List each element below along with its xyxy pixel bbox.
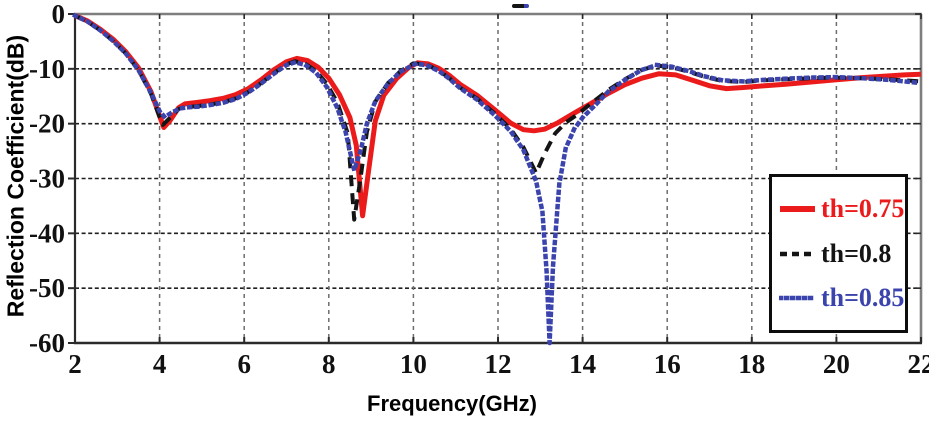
y-tick-label: -40 bbox=[29, 218, 65, 248]
legend-label-th-0-85: th=0.85 bbox=[821, 283, 905, 313]
x-tick-label: 10 bbox=[400, 349, 427, 379]
x-tick-label: 16 bbox=[654, 349, 681, 379]
y-tick-label: -20 bbox=[29, 109, 65, 139]
x-tick-label: 20 bbox=[823, 349, 850, 379]
legend: th=0.75 th=0.8 th=0.85 bbox=[769, 174, 908, 333]
x-tick-label: 14 bbox=[569, 349, 596, 379]
y-tick-label: -60 bbox=[29, 328, 65, 358]
x-tick-label: 22 bbox=[908, 349, 929, 379]
legend-label-th-0-8: th=0.8 bbox=[821, 238, 892, 268]
legend-line-solid-icon bbox=[780, 205, 815, 212]
legend-line-dashed-icon bbox=[780, 251, 815, 256]
series-line-2 bbox=[71, 12, 924, 346]
legend-line-dotted-icon bbox=[779, 296, 816, 301]
y-tick-label: 0 bbox=[52, 0, 66, 29]
x-tick-label: 8 bbox=[322, 349, 336, 379]
y-axis-title: Reflection Coefficient(dB) bbox=[2, 34, 29, 318]
y-tick-label: -10 bbox=[29, 54, 65, 84]
x-tick-label: 6 bbox=[237, 349, 251, 379]
y-tick-label: -50 bbox=[29, 273, 65, 303]
x-tick-label: 12 bbox=[485, 349, 512, 379]
legend-item-th-0-75: th=0.75 bbox=[779, 193, 905, 223]
legend-label-th-0-75: th=0.75 bbox=[821, 193, 905, 223]
legend-item-th-0-85: th=0.85 bbox=[779, 285, 905, 311]
y-tick-label: -30 bbox=[29, 164, 65, 194]
x-tick-label: 18 bbox=[738, 349, 765, 379]
x-tick-label: 4 bbox=[153, 349, 167, 379]
top-artifact-mark bbox=[512, 4, 529, 8]
legend-item-th-0-8: th=0.8 bbox=[779, 238, 905, 268]
x-axis-title: Frequency(GHz) bbox=[367, 391, 537, 416]
x-tick-label: 2 bbox=[68, 349, 82, 379]
